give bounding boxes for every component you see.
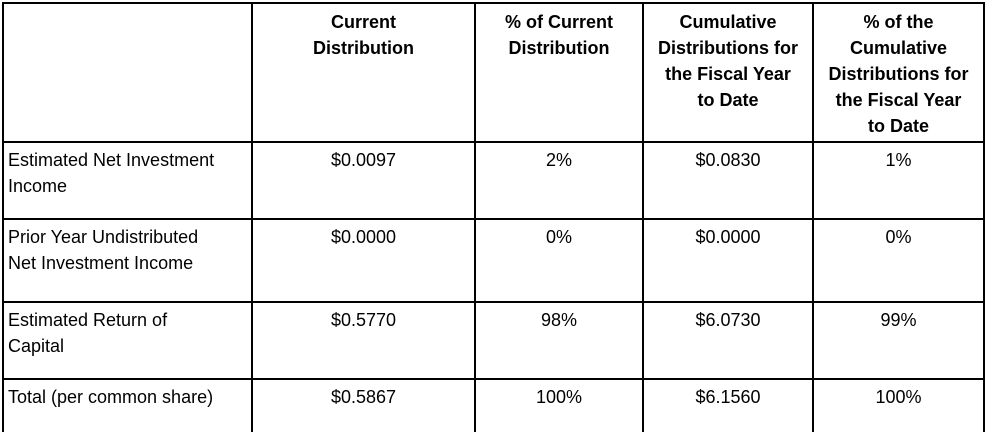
table-row-estimated-return-of-capital: Estimated Return of Capital $0.5770 98% …	[2, 301, 985, 380]
row-label: Estimated Net Investment Income	[8, 150, 215, 196]
row-label: Estimated Return of Capital	[8, 310, 168, 356]
column-header-label: Current Distribution	[313, 12, 414, 58]
current-distribution-cell: $0.0097	[251, 141, 476, 220]
column-header-blank	[2, 2, 253, 143]
pct-cumulative-distribution-cell: 1%	[812, 141, 985, 220]
column-header-label: % of Current Distribution	[505, 12, 613, 58]
table-row-prior-year-undistributed: Prior Year Undistributed Net Investment …	[2, 218, 985, 303]
current-distribution-cell: $0.0000	[251, 218, 476, 303]
table-row-estimated-net-investment-income: Estimated Net Investment Income $0.0097 …	[2, 141, 985, 220]
pct-current-distribution-cell: 98%	[474, 301, 644, 380]
column-header-cumulative-distributions: Cumulative Distributions for the Fiscal …	[642, 2, 814, 143]
pct-current-distribution-cell: 100%	[474, 378, 644, 432]
pct-cumulative-distribution-cell: 0%	[812, 218, 985, 303]
pct-current-distribution-cell: 0%	[474, 218, 644, 303]
cumulative-distribution-cell: $0.0000	[642, 218, 814, 303]
pct-current-distribution-cell: 2%	[474, 141, 644, 220]
cumulative-distribution-cell: $6.0730	[642, 301, 814, 380]
row-label: Total (per common share)	[8, 387, 214, 407]
row-label-cell: Total (per common share)	[2, 378, 253, 432]
column-header-pct-cumulative-distributions: % of the Cumulative Distributions for th…	[812, 2, 985, 143]
row-label: Prior Year Undistributed Net Investment …	[8, 227, 199, 273]
current-distribution-cell: $0.5867	[251, 378, 476, 432]
pct-cumulative-distribution-cell: 100%	[812, 378, 985, 432]
row-label-cell: Estimated Return of Capital	[2, 301, 253, 380]
pct-cumulative-distribution-cell: 99%	[812, 301, 985, 380]
column-header-pct-current-distribution: % of Current Distribution	[474, 2, 644, 143]
table-header-row: Current Distribution % of Current Distri…	[2, 2, 985, 143]
row-label-cell: Estimated Net Investment Income	[2, 141, 253, 220]
current-distribution-cell: $0.5770	[251, 301, 476, 380]
cumulative-distribution-cell: $6.1560	[642, 378, 814, 432]
cumulative-distribution-cell: $0.0830	[642, 141, 814, 220]
column-header-current-distribution: Current Distribution	[251, 2, 476, 143]
row-label-cell: Prior Year Undistributed Net Investment …	[2, 218, 253, 303]
table-row-total-per-common-share: Total (per common share) $0.5867 100% $6…	[2, 378, 985, 432]
column-header-label: Cumulative Distributions for the Fiscal …	[658, 12, 798, 110]
column-header-label: % of the Cumulative Distributions for th…	[828, 12, 969, 136]
